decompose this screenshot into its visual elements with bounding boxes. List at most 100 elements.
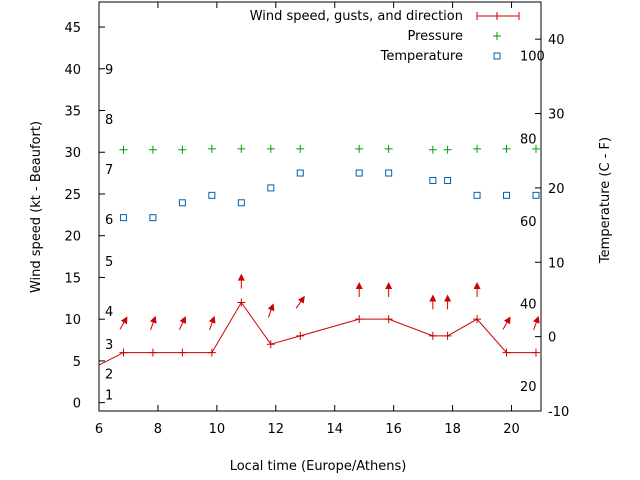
- y2-tick-label: 40: [548, 33, 565, 48]
- legend-temperature-marker: [493, 52, 501, 60]
- wind-direction-arrow: [295, 295, 305, 309]
- temperature-point: [444, 176, 452, 184]
- y2-tick-label: 20: [548, 182, 565, 197]
- y-tick-label: 5: [73, 355, 81, 370]
- pressure-point: [443, 145, 452, 154]
- x-tick-label: 20: [503, 422, 520, 437]
- wind-speed-point: [296, 331, 305, 340]
- chart-axes: 6 8 10 12 14 16 18 20051015202530354045-1001020…: [64, 2, 569, 437]
- x-tick-label: 18: [444, 422, 461, 437]
- arrow-head: [429, 294, 437, 302]
- x-axis-label: Local time (Europe/Athens): [230, 459, 407, 474]
- x-tick-label: 10: [209, 422, 226, 437]
- y-tick-label: 35: [64, 105, 81, 120]
- wind-direction-arrow: [533, 315, 540, 331]
- wind-direction-arrow: [429, 294, 437, 310]
- x-tick-label: 6: [95, 422, 103, 437]
- x-tick-label: 12: [268, 422, 285, 437]
- wind-direction-arrow: [119, 316, 128, 330]
- wind-direction-arrow: [267, 303, 275, 318]
- temperature-point: [385, 169, 393, 177]
- arrow-head: [444, 294, 452, 302]
- temperature-point: [149, 214, 157, 222]
- pressure-point: [473, 144, 482, 153]
- beaufort-label: 7: [105, 163, 113, 178]
- y-tick-label: 45: [64, 21, 81, 36]
- wind-speed-point: [443, 331, 452, 340]
- wind-direction-arrow: [502, 316, 511, 330]
- y-tick-label: 15: [64, 271, 81, 286]
- arrow-head: [237, 273, 245, 281]
- y-tick-label: 0: [73, 397, 81, 412]
- beaufort-label: 5: [105, 255, 113, 270]
- fahrenheit-label: 100: [520, 50, 545, 65]
- wind-direction-arrow: [444, 294, 452, 310]
- x-tick-label: 16: [385, 422, 402, 437]
- beaufort-label: 3: [105, 338, 113, 353]
- temperature-point: [178, 199, 186, 207]
- fahrenheit-label: 60: [520, 215, 537, 230]
- arrow-head: [297, 295, 305, 304]
- x-tick-label: 8: [154, 422, 162, 437]
- arrow-head: [385, 281, 393, 289]
- y2-tick-label: 0: [548, 331, 556, 346]
- fahrenheit-label: 40: [520, 298, 537, 313]
- arrow-head: [355, 281, 363, 289]
- pressure-point: [384, 144, 393, 153]
- temperature-point: [473, 191, 481, 199]
- temperature-point: [296, 169, 304, 177]
- wind-speed-point: [473, 315, 482, 324]
- wind-direction-arrow: [355, 281, 363, 297]
- wind-speed-point: [428, 331, 437, 340]
- wind-direction-arrow: [473, 281, 481, 297]
- beaufort-label: 8: [105, 113, 113, 128]
- wind-speed-point: [502, 348, 511, 357]
- y-tick-label: 30: [64, 146, 81, 161]
- temperature-point: [267, 184, 275, 192]
- pressure-point: [531, 144, 540, 153]
- y2-axis-label: Temperature (C - F): [598, 137, 613, 264]
- y-tick-label: 10: [64, 313, 81, 328]
- legend-label: Pressure: [407, 29, 463, 44]
- pressure-point: [178, 145, 187, 154]
- beaufort-label: 1: [105, 388, 113, 403]
- temperature-point: [532, 191, 540, 199]
- beaufort-label: 6: [105, 213, 113, 228]
- wind-direction-arrow: [385, 281, 393, 297]
- arrow-head: [533, 315, 540, 324]
- temperature-point: [503, 191, 511, 199]
- pressure-point: [355, 144, 364, 153]
- y-tick-label: 40: [64, 63, 81, 78]
- fahrenheit-label: 20: [520, 380, 537, 395]
- pressure-point: [148, 145, 157, 154]
- pressure-point: [119, 145, 128, 154]
- pressure-point: [266, 144, 275, 153]
- arrow-head: [208, 315, 216, 324]
- beaufort-label: 9: [105, 63, 113, 78]
- wind-direction-arrow: [149, 315, 157, 331]
- wind-speed-point: [148, 348, 157, 357]
- pressure-point: [296, 144, 305, 153]
- arrow-head: [149, 315, 157, 324]
- wind-direction-arrow: [178, 316, 186, 330]
- wind-speed-point: [237, 298, 246, 307]
- arrow-head: [267, 303, 275, 312]
- arrow-head: [120, 316, 128, 325]
- wind-speed-point: [266, 340, 275, 349]
- y2-tick-label: -10: [548, 405, 569, 420]
- wind-speed-point: [207, 348, 216, 357]
- wind-speed-point: [119, 348, 128, 357]
- legend-label: Temperature: [380, 49, 463, 64]
- beaufort-label: 2: [105, 367, 113, 382]
- y-tick-label: 20: [64, 230, 81, 245]
- y-axis-label: Wind speed (kt - Beaufort): [29, 121, 44, 293]
- wind-direction-arrow: [208, 315, 216, 331]
- pressure-point: [428, 145, 437, 154]
- temperature-point: [237, 199, 245, 207]
- temperature-point: [355, 169, 363, 177]
- wind-speed-line: [98, 301, 536, 366]
- legend-pressure-marker: [493, 32, 501, 40]
- wind-speed-point: [355, 315, 364, 324]
- wind-speed-point: [384, 315, 393, 324]
